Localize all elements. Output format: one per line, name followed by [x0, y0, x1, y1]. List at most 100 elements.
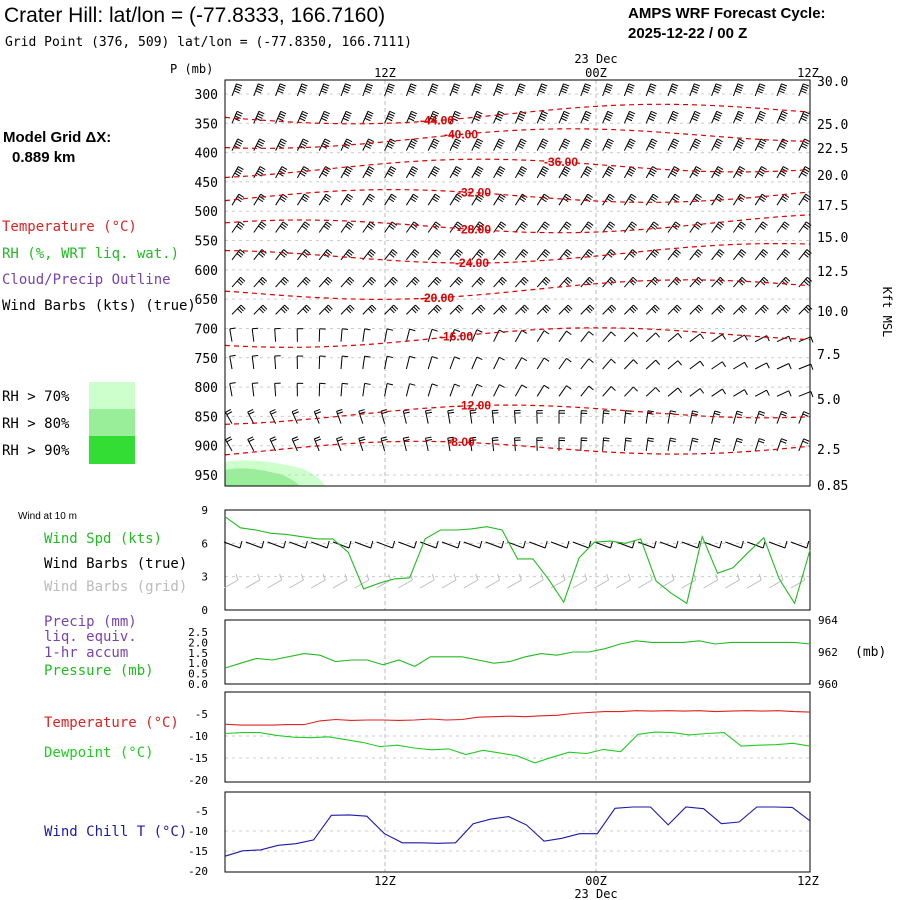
precip-legend-liq: liq. equiv.: [44, 629, 137, 645]
panel-frame: [224, 509, 811, 611]
height-tick-label: 2.5: [817, 443, 840, 458]
wind-barb: [733, 361, 748, 370]
wind-barb: [689, 83, 701, 97]
wind-barb: [798, 166, 811, 179]
wind-barb: [427, 276, 442, 288]
pressure-tick-label: 600: [195, 264, 218, 279]
wind-barb: [776, 335, 792, 343]
wind-barb: [536, 410, 543, 424]
top-tick-12z-a: 12Z: [374, 66, 396, 80]
wind-barb: [275, 276, 289, 288]
surface-wind-barb: [354, 540, 374, 549]
grid-wind-barb: [594, 573, 610, 589]
surface-wind-barb: [550, 540, 570, 549]
isotherm-label: -8.00: [447, 435, 475, 449]
precip-legend-accum: 1-hr accum: [44, 645, 128, 661]
wind-barb: [449, 110, 461, 124]
y-tick-label: -5: [195, 708, 208, 721]
wind-barb: [297, 304, 311, 315]
surface-wind-barb: [311, 540, 330, 549]
wind-barb: [732, 138, 745, 151]
wind-barb: [471, 221, 485, 233]
wind-barb: [623, 410, 632, 424]
wind-barb: [645, 249, 660, 261]
grid-point-label: Grid Point (376, 509) lat/lon = (-77.835…: [5, 35, 412, 50]
wind-barb: [251, 327, 259, 342]
wind-barb: [711, 110, 723, 124]
wind-barb: [776, 304, 791, 315]
wind-barb: [493, 304, 508, 315]
grid-wind-barb: [725, 573, 740, 589]
pressure-axis-label: P (mb): [170, 62, 213, 76]
wind-barb: [754, 362, 770, 370]
wind-barb: [514, 357, 528, 370]
legend-rh80: RH > 80%: [2, 416, 70, 432]
cross-section-frame: [224, 79, 811, 487]
wind-barb: [580, 304, 595, 315]
windchill-legend: Wind Chill T (°C): [44, 824, 187, 840]
wind-barb: [645, 221, 659, 233]
pressure-tick-label: 800: [195, 381, 218, 396]
wind-barb: [733, 249, 747, 261]
surface-wind-barb: [485, 540, 505, 549]
wind-barb: [362, 83, 374, 97]
isotherm-line: [224, 103, 811, 125]
wind-barb: [247, 436, 255, 452]
surface-wind-barb: [703, 540, 723, 549]
wind-barb: [269, 436, 277, 452]
wind-barb: [623, 221, 637, 233]
wind-barb: [689, 110, 701, 124]
wind-barb: [340, 382, 349, 397]
wind-barb: [645, 387, 661, 397]
wind-barb: [491, 409, 499, 424]
wind-barb: [336, 436, 344, 452]
wind-barb: [493, 249, 507, 261]
grid-dx-label: Model Grid ΔX:: [3, 129, 111, 146]
wind-barbs-true-legend: Wind Barbs (true): [44, 556, 187, 572]
wind-barb: [580, 276, 595, 288]
surface-wind-barb: [659, 540, 679, 549]
wind-barb: [493, 110, 505, 124]
wind-barb: [558, 357, 572, 370]
wind-barb: [798, 83, 810, 97]
wind-barb: [602, 437, 610, 451]
grid-wind-barb: [419, 573, 435, 589]
wind-barb: [754, 110, 766, 124]
wind-barb: [536, 193, 550, 206]
wind-barb: [754, 83, 766, 97]
wind-barb: [798, 193, 811, 206]
wind-barb: [580, 249, 594, 261]
pressure-tick-label: 750: [195, 352, 218, 367]
wind-barb: [449, 329, 461, 342]
pressure-tick-label: 950: [195, 469, 218, 484]
wind-barb: [229, 382, 236, 397]
wind-barb: [514, 83, 526, 97]
wind-barb: [318, 249, 333, 261]
top-tick-12z-b: 12Z: [797, 66, 819, 80]
wind-barb: [296, 193, 310, 206]
wind-barb: [536, 83, 548, 97]
wind-barb: [667, 249, 681, 261]
wind-barb: [623, 193, 637, 206]
wind-barb: [711, 361, 727, 370]
wind-barb: [711, 437, 721, 452]
wind-barb: [536, 221, 550, 233]
grid-wind-barb: [681, 573, 697, 589]
isotherm-line: [224, 404, 811, 425]
wind-barb: [645, 332, 661, 343]
y-tick-label: -20: [188, 865, 208, 878]
wind-barb: [469, 409, 477, 424]
precip-tick-label: 0.0: [188, 678, 208, 691]
wind-barb: [275, 249, 289, 261]
wind-barb: [405, 221, 419, 233]
wind-barb: [449, 304, 464, 315]
wind-barb: [689, 249, 703, 261]
top-tick-00z: 00Z: [585, 66, 607, 80]
wind-barb: [471, 383, 483, 397]
wind-barb: [318, 304, 333, 315]
wind-barb: [471, 83, 483, 97]
wind-barb: [732, 437, 743, 452]
wind-barb: [558, 110, 570, 124]
height-tick-label: 10.0: [817, 305, 848, 320]
wind-barb: [580, 83, 592, 97]
